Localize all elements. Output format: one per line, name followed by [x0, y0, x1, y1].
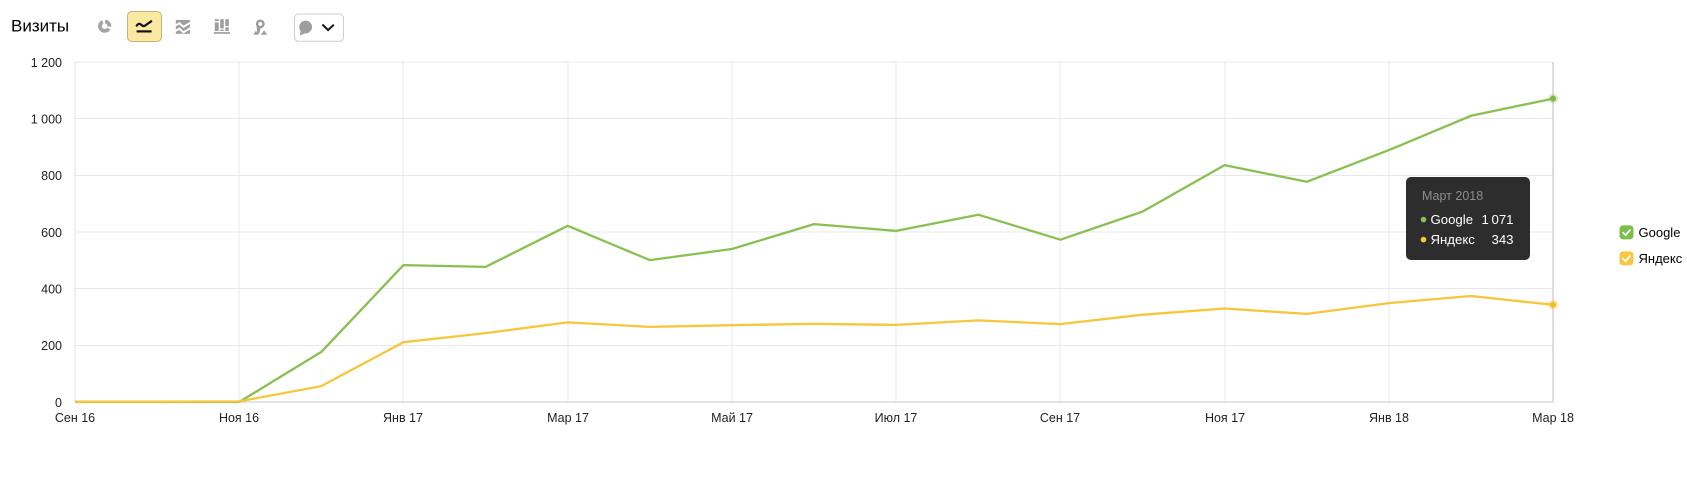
- svg-text:Яндекс: Яндекс: [1431, 232, 1476, 247]
- svg-text:Мар 17: Мар 17: [547, 411, 589, 425]
- svg-text:600: 600: [41, 226, 62, 240]
- svg-text:Янв 18: Янв 18: [1369, 411, 1409, 425]
- svg-text:1 071: 1 071: [1482, 212, 1514, 227]
- svg-text:400: 400: [41, 283, 62, 297]
- svg-text:800: 800: [41, 169, 62, 183]
- svg-text:Янв 17: Янв 17: [383, 411, 423, 425]
- svg-text:200: 200: [41, 339, 62, 353]
- svg-text:Март 2018: Март 2018: [1422, 189, 1483, 203]
- svg-text:343: 343: [1491, 232, 1513, 247]
- svg-text:Яндекс: Яндекс: [1639, 251, 1683, 266]
- svg-text:Ноя 16: Ноя 16: [219, 411, 259, 425]
- svg-text:Google: Google: [1639, 225, 1681, 240]
- svg-text:Сен 17: Сен 17: [1040, 411, 1080, 425]
- svg-text:Google: Google: [1431, 212, 1474, 227]
- svg-text:Визиты: Визиты: [11, 17, 69, 36]
- svg-text:Сен 16: Сен 16: [55, 411, 95, 425]
- svg-text:Ноя 17: Ноя 17: [1205, 411, 1245, 425]
- svg-text:Мар 18: Мар 18: [1532, 411, 1574, 425]
- svg-text:1 200: 1 200: [31, 56, 62, 70]
- svg-text:Май 17: Май 17: [711, 411, 753, 425]
- svg-text:Июл 17: Июл 17: [875, 411, 918, 425]
- svg-text:0: 0: [55, 396, 62, 410]
- svg-text:1 000: 1 000: [31, 113, 62, 127]
